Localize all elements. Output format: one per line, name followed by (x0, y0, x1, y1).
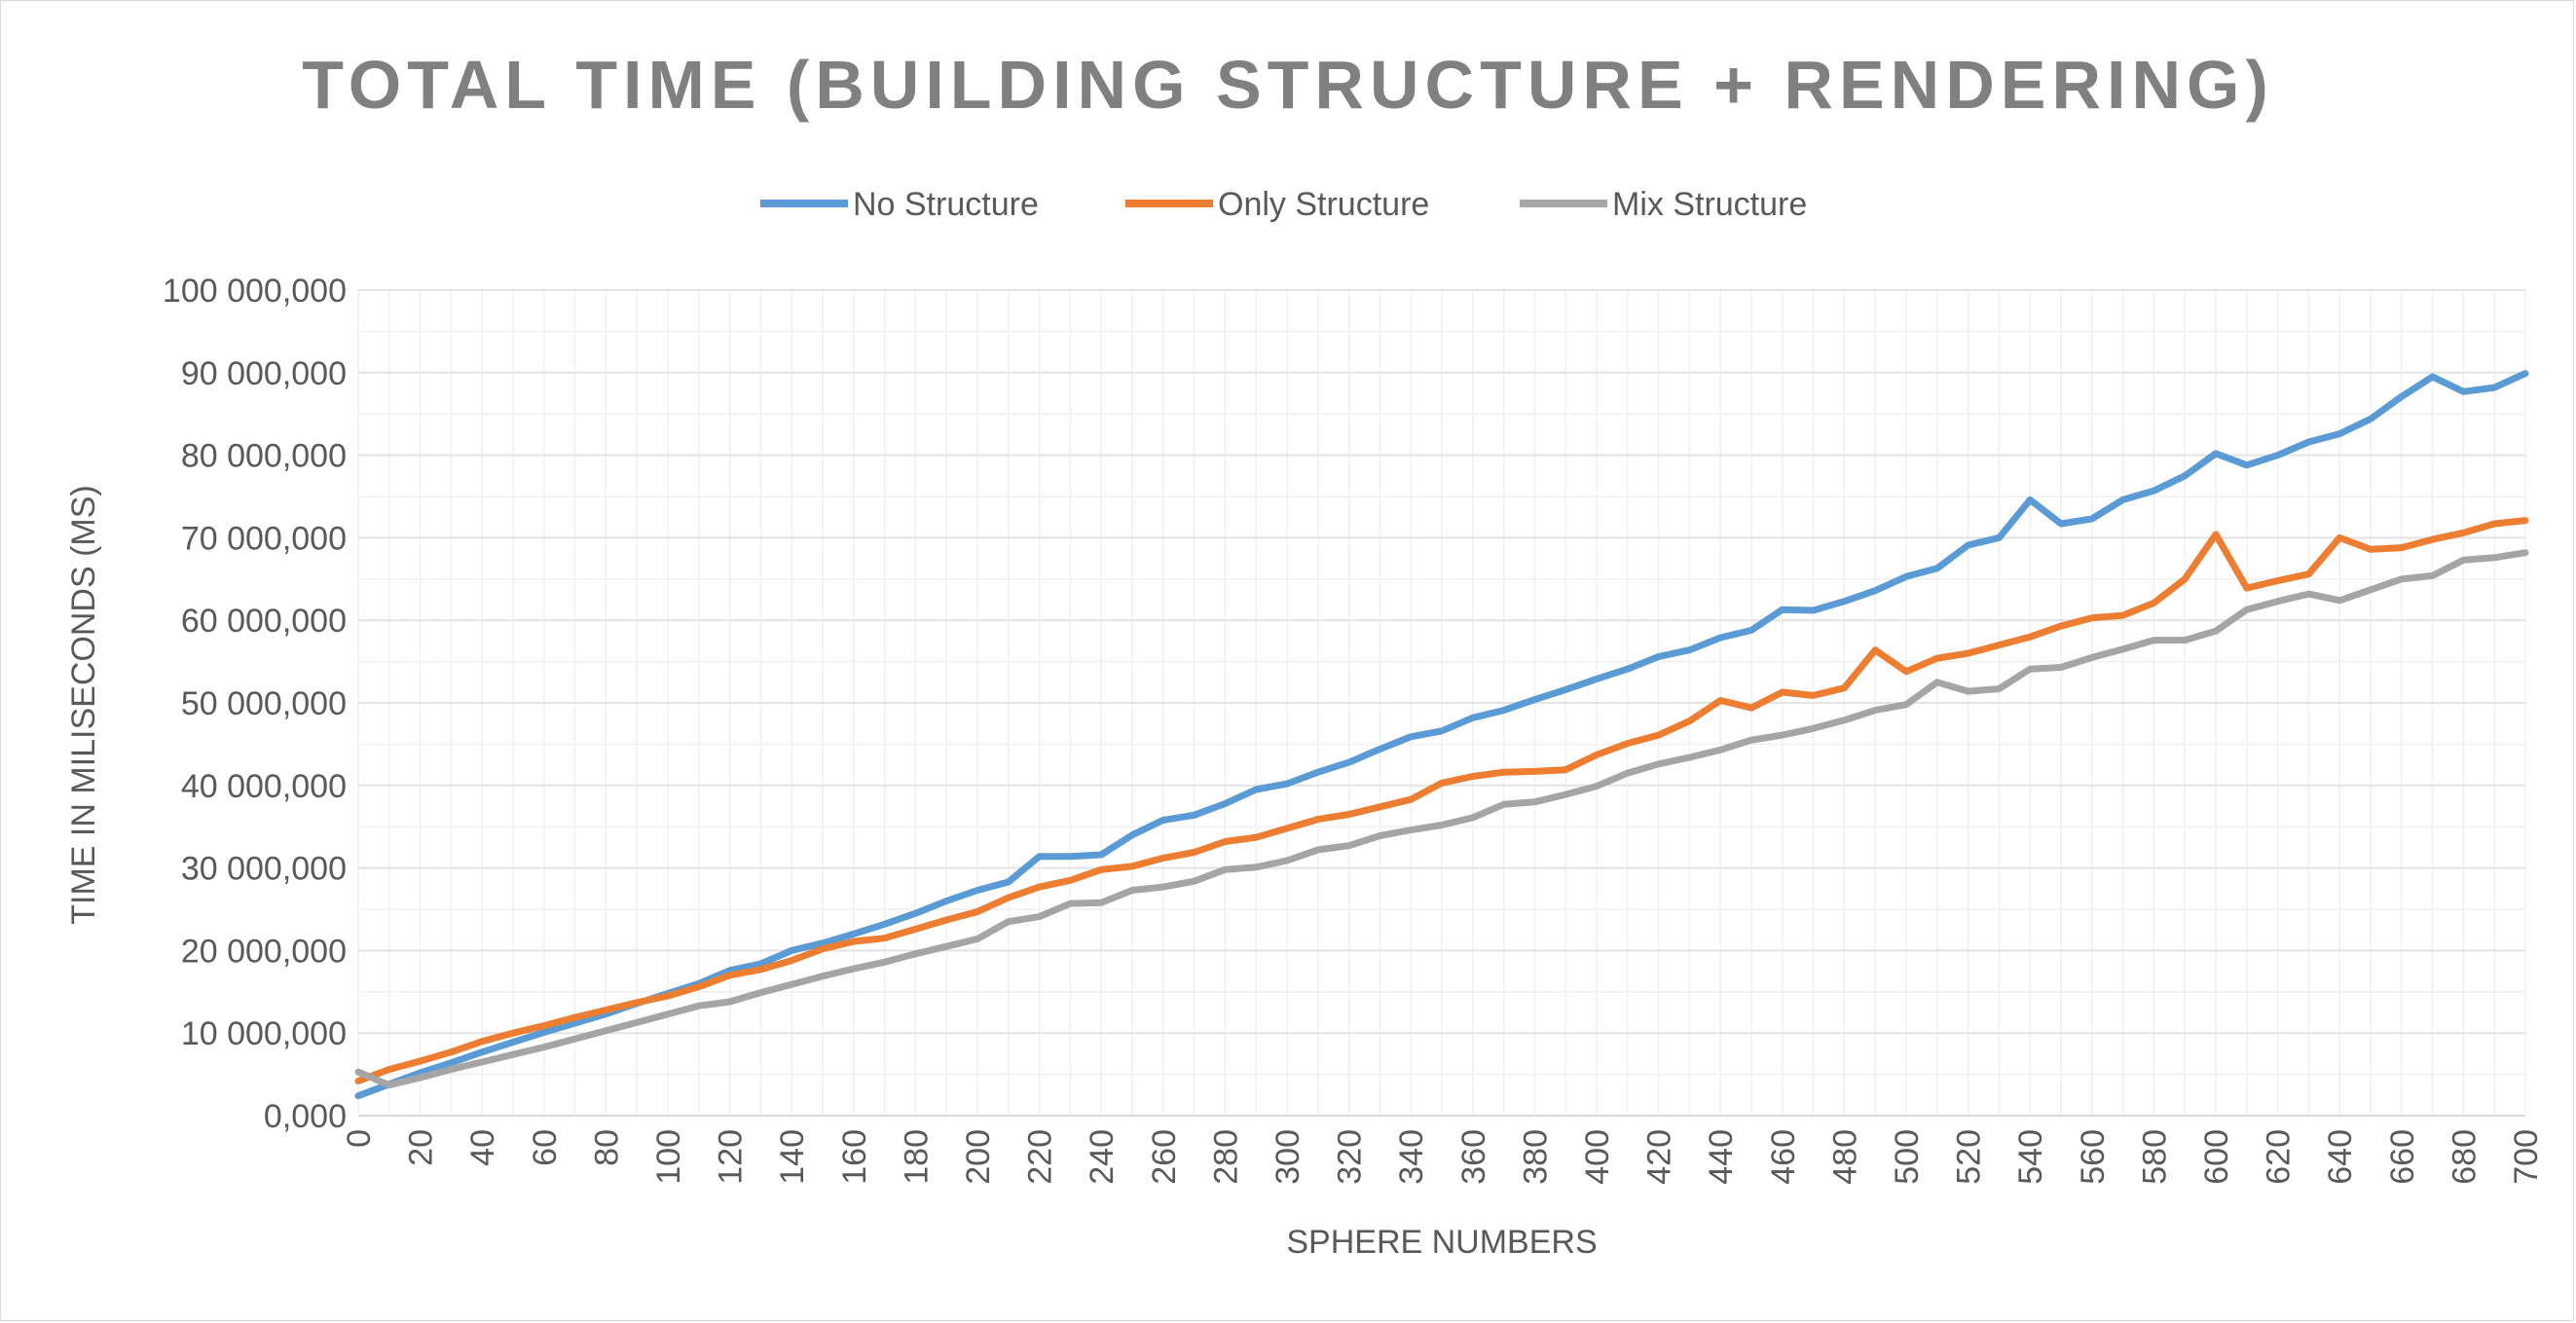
series-line-only-structure (354, 517, 2529, 1084)
x-tick-label: 160 (836, 1129, 873, 1185)
x-tick-label: 660 (2384, 1129, 2421, 1185)
x-tick-label: 60 (527, 1129, 564, 1166)
series-lines (354, 370, 2529, 1100)
y-tick-label: 100 000,000 (163, 273, 347, 310)
legend: No Structure Only Structure Mix Structure (760, 186, 1807, 223)
x-tick-label: 240 (1084, 1129, 1121, 1185)
x-tick-label: 600 (2198, 1129, 2235, 1185)
series-line-no-structure (354, 370, 2529, 1100)
y-tick-label: 0,000 (264, 1098, 347, 1135)
x-tick-label: 320 (1332, 1129, 1369, 1185)
x-tick-label: 0 (341, 1129, 378, 1148)
x-tick-label: 340 (1393, 1129, 1430, 1185)
x-tick-label: 360 (1455, 1129, 1492, 1185)
legend-label: Mix Structure (1612, 186, 1807, 223)
y-tick-label: 60 000,000 (181, 603, 347, 640)
series-line-mix-structure (354, 549, 2529, 1089)
y-tick-label: 90 000,000 (181, 355, 347, 392)
x-tick-label: 680 (2446, 1129, 2483, 1185)
y-axis-title: TIME IN MILISECONDS (MS) (65, 485, 102, 924)
x-axis-ticks: 0 20 40 60 80 100 120 140 160 180 200 220 240 260 280 3… (341, 1129, 2545, 1185)
chart-title: TOTAL TIME (BUILDING STRUCTURE + RENDERI… (302, 47, 2274, 123)
x-tick-label: 640 (2322, 1129, 2359, 1185)
x-tick-label: 520 (1951, 1129, 1988, 1185)
x-tick-label: 260 (1146, 1129, 1183, 1185)
x-tick-label: 120 (713, 1129, 750, 1185)
x-tick-label: 440 (1703, 1129, 1740, 1185)
y-axis-ticks: 0,000 10 000,000 20 000,000 30 000,000 40 00… (163, 273, 347, 1135)
x-tick-label: 500 (1889, 1129, 1926, 1185)
y-tick-label: 20 000,000 (181, 933, 347, 970)
y-tick-label: 80 000,000 (181, 438, 347, 475)
x-tick-label: 200 (960, 1129, 997, 1185)
x-tick-label: 540 (2012, 1129, 2049, 1185)
x-tick-label: 40 (464, 1129, 501, 1166)
x-tick-label: 180 (898, 1129, 935, 1185)
x-tick-label: 560 (2075, 1129, 2112, 1185)
legend-label: Only Structure (1218, 186, 1429, 223)
x-tick-label: 80 (588, 1129, 625, 1166)
x-tick-label: 460 (1765, 1129, 1802, 1185)
x-tick-label: 400 (1579, 1129, 1616, 1185)
x-tick-label: 580 (2136, 1129, 2173, 1185)
y-tick-label: 70 000,000 (181, 520, 347, 557)
x-tick-label: 620 (2261, 1129, 2298, 1185)
x-tick-label: 140 (774, 1129, 811, 1185)
y-tick-label: 40 000,000 (181, 768, 347, 805)
y-tick-label: 30 000,000 (181, 851, 347, 888)
y-tick-label: 50 000,000 (181, 685, 347, 722)
x-tick-label: 700 (2508, 1129, 2545, 1185)
legend-label: No Structure (853, 186, 1039, 223)
x-tick-label: 300 (1270, 1129, 1306, 1185)
x-tick-label: 420 (1641, 1129, 1678, 1185)
y-tick-label: 10 000,000 (181, 1015, 347, 1052)
x-tick-label: 100 (650, 1129, 687, 1185)
x-tick-label: 380 (1517, 1129, 1554, 1185)
x-tick-label: 480 (1826, 1129, 1863, 1185)
x-tick-label: 280 (1207, 1129, 1244, 1185)
x-axis-title: SPHERE NUMBERS (1286, 1224, 1597, 1261)
x-tick-label: 220 (1022, 1129, 1059, 1185)
x-tick-label: 20 (403, 1129, 440, 1166)
